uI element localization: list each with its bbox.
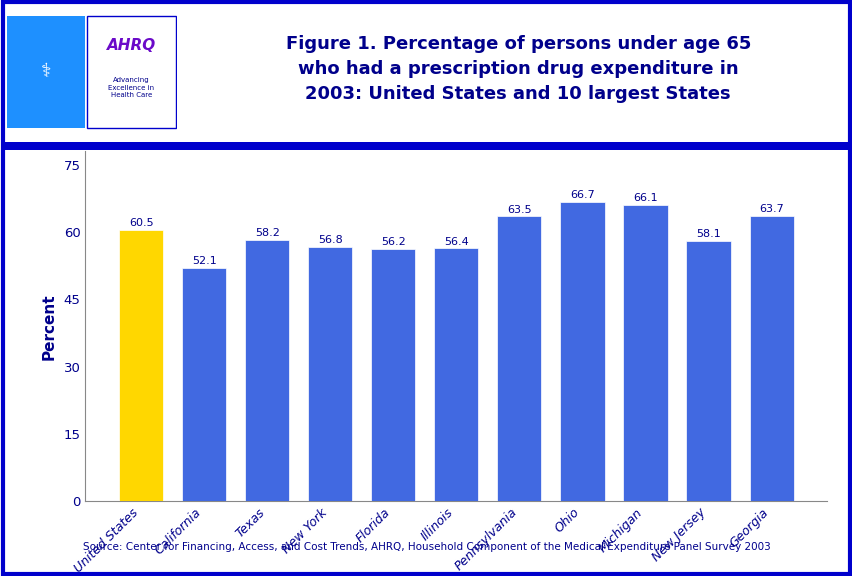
Text: 63.7: 63.7 <box>758 204 783 214</box>
Bar <box>119 230 163 501</box>
Bar <box>560 202 604 501</box>
Text: 56.4: 56.4 <box>443 237 469 247</box>
Text: ⚕: ⚕ <box>41 63 51 81</box>
Bar <box>686 241 730 501</box>
Text: 58.1: 58.1 <box>695 229 720 239</box>
Text: 66.7: 66.7 <box>569 190 594 200</box>
Bar <box>7 16 85 128</box>
Text: 60.5: 60.5 <box>129 218 153 228</box>
Text: 63.5: 63.5 <box>506 204 531 215</box>
Y-axis label: Percent: Percent <box>42 293 56 359</box>
Text: 58.2: 58.2 <box>255 229 279 238</box>
Bar <box>371 249 415 501</box>
Text: Figure 1. Percentage of persons under age 65
who had a prescription drug expendi: Figure 1. Percentage of persons under ag… <box>285 35 750 103</box>
Bar <box>87 16 176 128</box>
Text: 56.8: 56.8 <box>318 235 343 245</box>
Bar <box>749 215 792 501</box>
Text: AHRQ: AHRQ <box>106 38 156 53</box>
Bar <box>181 268 226 501</box>
Text: 66.1: 66.1 <box>632 193 657 203</box>
Bar <box>434 248 478 501</box>
Text: Source: Center for Financing, Access, and Cost Trends, AHRQ, Household Component: Source: Center for Financing, Access, an… <box>83 542 769 552</box>
Bar <box>497 217 541 501</box>
Bar <box>623 205 667 501</box>
Bar <box>308 247 352 501</box>
Bar <box>245 240 289 501</box>
Text: 56.2: 56.2 <box>381 237 406 248</box>
Text: Advancing
Excellence in
Health Care: Advancing Excellence in Health Care <box>108 77 154 98</box>
Text: 52.1: 52.1 <box>192 256 216 266</box>
